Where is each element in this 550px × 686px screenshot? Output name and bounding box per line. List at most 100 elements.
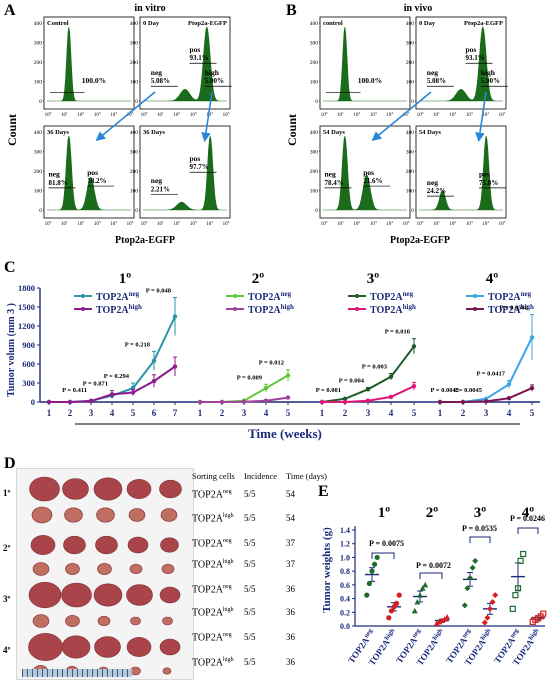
tumor-photo-drawing: 1º 2º 3º 4º — [3, 476, 182, 677]
c-data-point — [506, 382, 512, 387]
row-incidence: 5/5 — [244, 607, 256, 617]
row-incidence: 5/5 — [244, 632, 256, 642]
y-tick-label: 400 — [406, 130, 415, 136]
panel-b-letter: B — [286, 2, 297, 19]
e-group-title: 4º — [522, 505, 535, 521]
c-x-tick-label: 5 — [530, 408, 535, 418]
y-tick-label: 100 — [310, 80, 319, 86]
c-x-tick-label: 4 — [110, 408, 115, 418]
e-sig-bracket — [469, 536, 491, 543]
c-data-point — [365, 387, 371, 392]
gate-label-pos: pos — [479, 170, 490, 179]
row-time: 37 — [286, 538, 295, 548]
e-data-point — [464, 585, 471, 592]
tumor-specimen — [28, 581, 62, 609]
e-data-point — [369, 568, 375, 574]
x-tick-label: 101 — [157, 111, 164, 118]
gate-value-pos: 93.1% — [466, 54, 485, 62]
panel-b-ylabel: Count — [285, 114, 299, 146]
x-tick-label: 104 — [206, 220, 213, 227]
c-legend-marker — [355, 307, 359, 311]
c-legend-marker — [81, 307, 85, 311]
tumor-specimen — [161, 563, 175, 575]
y-tick-label: 100 — [34, 189, 43, 195]
c-legend-marker — [473, 294, 477, 298]
c-data-point — [46, 399, 52, 405]
tumor-specimen — [126, 637, 152, 657]
e-data-point — [388, 608, 394, 614]
y-tick-label: 200 — [34, 60, 43, 66]
c-y-tick-label: 1800 — [18, 283, 35, 293]
tumor-specimen — [97, 563, 112, 575]
x-tick-label: 104 — [110, 220, 117, 227]
c-x-tick-label: 2 — [343, 408, 348, 418]
c-y-tick-label: 0 — [31, 397, 35, 407]
x-tick-label: 104 — [482, 111, 489, 118]
tumor-specimen — [162, 667, 172, 675]
tumor-table-row: TOP2Aneg 5/5 54 — [192, 489, 300, 503]
c-data-point — [109, 392, 115, 397]
c-data-point — [67, 399, 73, 405]
x-tick-label: 101 — [157, 220, 164, 227]
e-sig-bracket — [371, 552, 395, 559]
tumor-specimen — [94, 636, 121, 658]
tumor-specimen — [65, 615, 80, 627]
c-data-point — [241, 399, 247, 404]
y-tick-label: 0 — [135, 99, 138, 105]
tumor-specimen — [160, 508, 178, 522]
x-tick-label: 100 — [321, 111, 328, 118]
c-legend-label: TOP2Ahigh — [370, 303, 416, 316]
y-tick-label: 100 — [406, 80, 415, 86]
gate-value-pos: 93.1% — [190, 54, 209, 62]
c-data-point — [319, 399, 325, 405]
tumor-specimen — [130, 666, 141, 676]
histogram-area — [143, 135, 227, 211]
histogram-tag: Control — [47, 20, 69, 27]
gate-label-neg: neg — [325, 170, 337, 179]
c-data-point — [197, 399, 203, 405]
c-legend-label: TOP2Aneg — [96, 290, 140, 303]
x-tick-label: 100 — [45, 220, 52, 227]
e-data-point — [419, 585, 426, 591]
y-tick-label: 300 — [406, 150, 415, 156]
row-group: TOP2Aneg — [192, 632, 232, 644]
x-tick-label: 104 — [386, 220, 393, 227]
y-tick-label: 300 — [130, 41, 139, 47]
x-tick-label: 101 — [337, 220, 344, 227]
e-data-point — [422, 581, 429, 588]
c-pvalue: P = 0.0562 — [500, 305, 528, 312]
y-tick-label: 0 — [135, 208, 138, 214]
e-y-tick-label: 0.4 — [340, 595, 350, 604]
c-pvalue: P = 0.0042 — [431, 387, 459, 394]
panel-b-title: in vivo — [404, 3, 433, 14]
row-group: TOP2Ahigh — [192, 657, 234, 669]
header-sorting-cells: Sorting cells — [192, 471, 235, 481]
gate-label-neg: neg — [427, 68, 439, 77]
x-tick-label: 100 — [141, 111, 148, 118]
c-legend-marker — [233, 307, 237, 311]
x-tick-label: 100 — [417, 220, 424, 227]
row-time: 36 — [286, 584, 295, 594]
y-tick-label: 400 — [310, 21, 319, 27]
y-tick-label: 300 — [310, 41, 319, 47]
e-y-tick-label: 0.8 — [340, 567, 350, 576]
x-tick-label: 102 — [449, 220, 456, 227]
e-data-point — [489, 599, 496, 605]
gate-label-neg: neg — [49, 170, 61, 179]
panel-c-letter: C — [4, 259, 16, 276]
panel-b-xlabel: Ptop2a-EGFP — [390, 235, 450, 246]
c-data-point — [529, 335, 535, 340]
x-tick-label: 100 — [321, 220, 328, 227]
histogram-title: Ptop2a-EGFP — [464, 20, 503, 27]
tumor-table-row: TOP2Ahigh 5/5 37 — [192, 559, 300, 573]
panel-e-weight-scatter: 0.00.20.40.60.81.01.21.41º 2º 3º 4ºTOP2Aneg… — [340, 505, 547, 667]
tumor-specimen — [64, 507, 83, 523]
tumor-specimen — [126, 584, 153, 606]
c-subplot-title: 4º — [486, 271, 499, 287]
gate-label-pos: pos — [190, 45, 201, 54]
tumor-specimen — [129, 563, 143, 575]
e-data-point — [520, 550, 527, 558]
histogram-tag: 36 Days — [47, 129, 69, 136]
